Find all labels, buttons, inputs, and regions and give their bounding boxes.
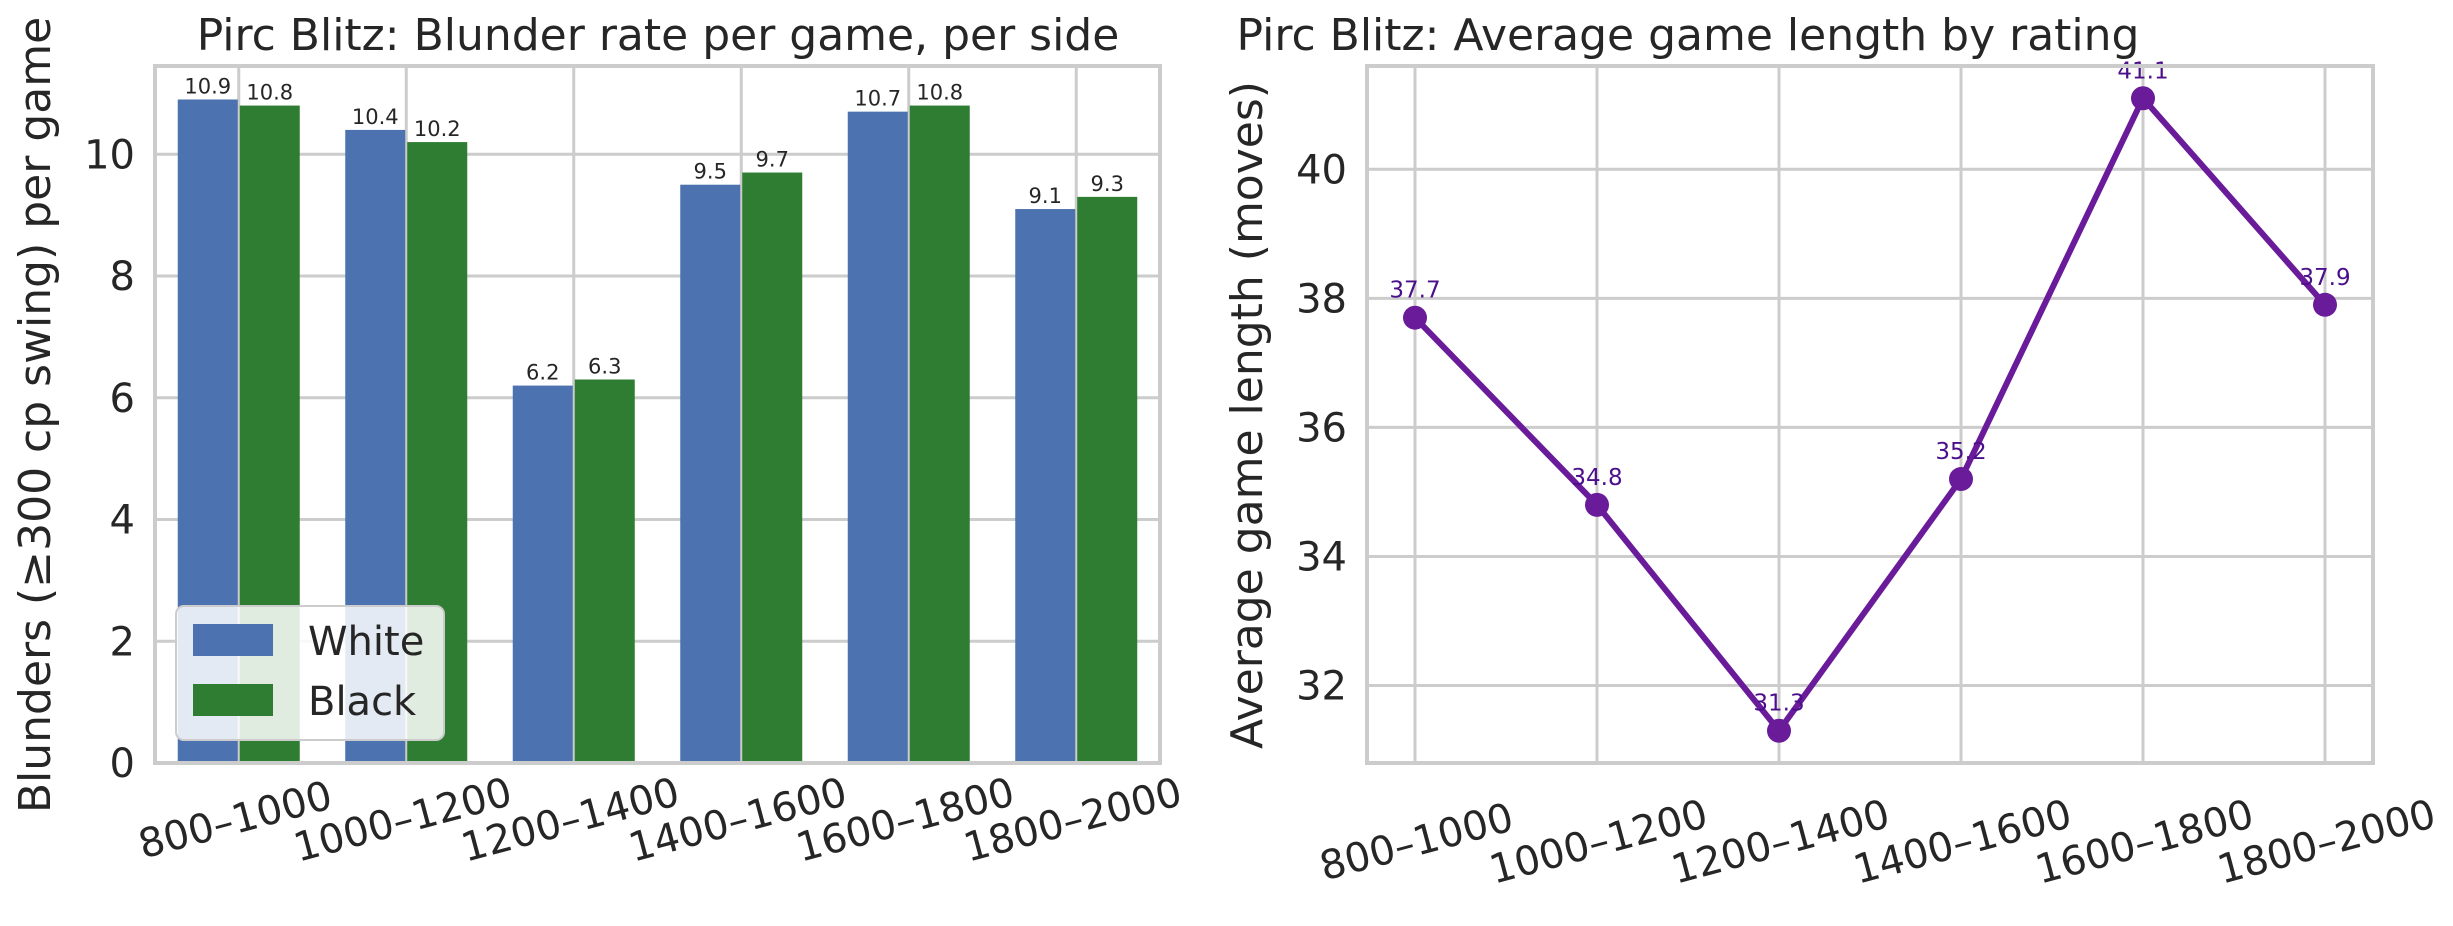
bar-value-label: 9.7 <box>756 148 789 172</box>
point-value-label: 41.1 <box>2117 58 2168 84</box>
bar-value-label: 10.2 <box>414 117 461 141</box>
point-value-label: 37.9 <box>2299 265 2350 291</box>
bar-white-1600-1800 <box>847 111 908 763</box>
game-length-chart-title: Pirc Blitz: Average game length by ratin… <box>1237 10 2140 61</box>
legend-swatch-black <box>193 684 273 716</box>
bar-value-label: 10.9 <box>184 74 231 98</box>
bar-black-1600-1800 <box>909 105 970 763</box>
bar-value-label: 6.3 <box>588 354 621 378</box>
legend-swatch-white <box>193 624 273 656</box>
bar-white-1400-1600 <box>680 184 741 763</box>
legend-label-white: White <box>308 619 424 665</box>
game-length-y-axis-label: Average game length (moves) <box>1222 81 1273 749</box>
game-length-plot-frame <box>1365 64 2375 765</box>
bar-value-label: 10.8 <box>246 81 293 105</box>
point-value-label: 37.7 <box>1389 278 1440 304</box>
blunder-legend: White Black <box>175 605 445 741</box>
game-length-y-tick-label: 38 <box>1296 276 1347 322</box>
blunder-y-axis-label: Blunders (≥300 cp swing) per game <box>10 17 61 813</box>
point-1200-1400 <box>1767 718 1791 743</box>
point-1000-1200 <box>1585 492 1609 517</box>
bar-white-1200-1400 <box>512 385 573 763</box>
blunder-rate-chart: Pirc Blitz: Blunder rate per game, per s… <box>10 10 1187 872</box>
game-length-chart: Pirc Blitz: Average game length by ratin… <box>1222 10 2441 894</box>
blunder-plot-frame <box>153 64 1162 765</box>
game-length-y-tick-label: 36 <box>1296 405 1347 451</box>
bar-value-label: 6.2 <box>526 361 559 385</box>
point-800-1000 <box>1403 305 1427 330</box>
point-value-label: 31.3 <box>1753 691 1804 717</box>
bar-value-label: 9.5 <box>694 160 727 184</box>
blunder-y-tick-label: 8 <box>110 254 135 300</box>
point-value-label: 34.8 <box>1571 465 1622 491</box>
legend-label-black: Black <box>308 679 417 725</box>
game-length-line <box>1412 95 2328 734</box>
game-length-y-tick-label: 34 <box>1296 534 1347 580</box>
point-value-label: 35.2 <box>1935 439 1986 465</box>
bar-white-1800-2000 <box>1015 209 1076 764</box>
point-1800-2000 <box>2313 292 2337 317</box>
bar-value-label: 10.4 <box>352 105 399 129</box>
bar-black-1800-2000 <box>1077 196 1138 763</box>
bar-value-label: 10.7 <box>854 87 901 111</box>
point-1600-1800 <box>2131 86 2155 111</box>
blunder-chart-title: Pirc Blitz: Blunder rate per game, per s… <box>197 10 1120 61</box>
game-length-x-tick-label: 800–1000 <box>1315 795 1518 891</box>
point-1400-1600 <box>1949 467 1973 492</box>
bar-value-label: 9.1 <box>1029 184 1062 208</box>
bar-value-label: 10.8 <box>916 81 963 105</box>
blunder-y-tick-label: 6 <box>110 376 135 422</box>
bar-black-1400-1600 <box>742 172 803 763</box>
blunder-y-tick-label: 4 <box>110 498 135 544</box>
blunder-y-tick-label: 2 <box>110 619 135 665</box>
bar-value-label: 9.3 <box>1091 172 1124 196</box>
bar-black-1200-1400 <box>574 379 635 763</box>
blunder-y-tick-label: 0 <box>110 741 135 787</box>
game-length-y-tick-label: 40 <box>1296 147 1347 193</box>
game-length-y-tick-label: 32 <box>1296 664 1347 710</box>
blunder-y-tick-label: 10 <box>84 132 135 178</box>
